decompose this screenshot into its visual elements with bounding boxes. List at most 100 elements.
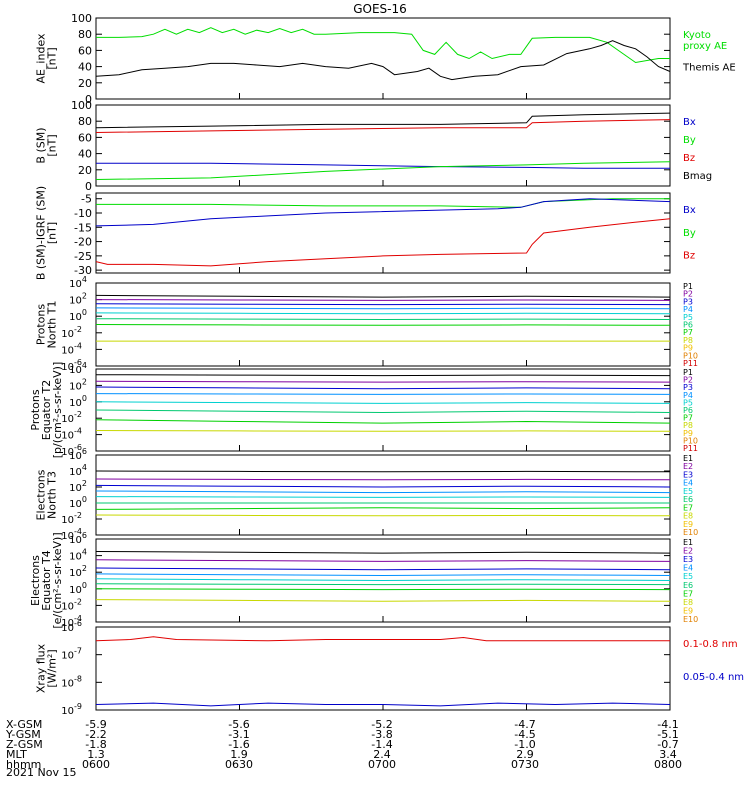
series-label: P10: [683, 436, 698, 445]
x-axis-value: 1.9: [230, 748, 248, 761]
date-label: 2021 Nov 15: [6, 766, 76, 779]
channel-line: [95, 551, 671, 554]
y-axis-label: [nT]: [46, 134, 59, 156]
y-axis-label: Electrons: [35, 469, 48, 520]
y-tick-label: 100: [69, 308, 87, 323]
x-axis-value: 0600: [82, 758, 110, 771]
panel-frame: [95, 17, 671, 100]
x-axis-value: -1.4: [371, 738, 392, 751]
series-label: P8: [683, 336, 693, 345]
x-axis-value: -4.7: [514, 718, 535, 731]
x-axis-value: 3.4: [659, 748, 677, 761]
series-label: P6: [683, 406, 693, 415]
channel-line: [95, 374, 671, 377]
channel-line: [95, 401, 671, 404]
series-label: P5: [683, 313, 693, 322]
y-tick-label: 102: [69, 377, 87, 392]
y-tick-label: 104: [69, 548, 87, 563]
x-axis-value: -5.6: [228, 718, 249, 731]
series-kyoto-proxy-ae: [96, 27, 670, 64]
channel-line: [95, 324, 671, 326]
series-bmag: [95, 112, 671, 129]
x-axis-value: 2.4: [373, 748, 391, 761]
panel-frame: [95, 104, 671, 187]
series-label: E4: [683, 479, 693, 488]
series-label: By: [683, 135, 696, 146]
channel-line: [95, 409, 671, 414]
y-tick-label: 10-8: [61, 674, 82, 689]
y-axis-label: AE_index: [35, 33, 48, 84]
channel-line: [95, 303, 671, 306]
channel-line: [95, 294, 671, 298]
channel-line: [95, 430, 671, 432]
channel-line: [95, 507, 671, 510]
channel-line: [95, 583, 671, 586]
series-label: P9: [683, 429, 693, 438]
y-tick-label: 10-2: [61, 325, 82, 340]
channel-line: [95, 514, 671, 517]
series-label: E10: [683, 528, 698, 537]
y-axis-label: North T1: [46, 301, 59, 349]
y-axis-label: [nT]: [46, 222, 59, 244]
series-label: P4: [683, 305, 693, 314]
y-tick-label: 60: [78, 44, 92, 57]
x-axis-table: X-GSM -5.9 -5.6 -5.2 -4.7 -4.1 Y-GSM -2.2 -3.1 -3…: [5, 718, 682, 771]
series-label: Kyoto: [683, 30, 711, 41]
series-label: 0.1-0.8 nm: [683, 639, 738, 650]
series-label: P6: [683, 321, 693, 330]
series-label: P1: [683, 282, 693, 291]
y-axis-label: North T3: [46, 471, 59, 519]
y-tick-label: 20: [78, 77, 92, 90]
y-tick-label: 100: [69, 495, 87, 510]
series-label: Bx: [683, 117, 696, 128]
y-tick-label: -10: [74, 207, 92, 220]
y-tick-label: 104: [69, 463, 87, 478]
series-label: E4: [683, 564, 693, 573]
series-label: E2: [683, 547, 693, 556]
y-tick-label: 10-9: [61, 702, 82, 717]
channel-line: [95, 484, 671, 488]
x-axis-value: -1.8: [85, 738, 106, 751]
y-tick-label: -25: [74, 250, 92, 263]
series-label: P8: [683, 421, 693, 430]
y-axis-label: Equator T2: [40, 380, 53, 440]
series-label: E8: [683, 598, 693, 607]
channel-line: [95, 307, 671, 310]
y-axis-label: [W/m²]: [46, 649, 59, 687]
y-axis-label: [nT]: [46, 47, 59, 69]
channel-line: [95, 578, 671, 582]
series-label: proxy AE: [683, 41, 727, 52]
channel-line: [95, 567, 671, 571]
series-label: Bz: [683, 153, 695, 164]
series-label: P1: [683, 368, 693, 377]
x-axis-value: 0630: [225, 758, 253, 771]
series-bx: [95, 198, 671, 227]
series-label: E7: [683, 503, 693, 512]
series-by: [96, 198, 670, 208]
x-axis-row-label: MLT: [6, 748, 27, 761]
y-tick-label: 40: [78, 61, 92, 74]
y-tick-label: 102: [69, 292, 87, 307]
y-axis-label: [e/(cm²-s-sr-keV)]: [51, 532, 64, 628]
x-axis-value: -4.1: [657, 718, 678, 731]
y-tick-label: 100: [71, 99, 92, 112]
x-axis-value: 2.9: [516, 748, 534, 761]
series-0-1-0-8-nm: [95, 636, 670, 642]
series-label: P5: [683, 398, 693, 407]
x-axis-value: -5.1: [657, 728, 678, 741]
y-tick-label: 80: [78, 28, 92, 41]
x-axis-value: 0700: [368, 758, 396, 771]
channel-line: [95, 470, 671, 473]
y-tick-label: 0: [85, 93, 92, 106]
series-label: E1: [683, 538, 693, 547]
panel-frame: [95, 454, 671, 536]
channel-line: [95, 496, 671, 498]
y-tick-label: 60: [78, 131, 92, 144]
channel-line: [95, 312, 671, 315]
channel-line: [95, 419, 671, 424]
x-axis-row-label: Z-GSM: [6, 738, 43, 751]
